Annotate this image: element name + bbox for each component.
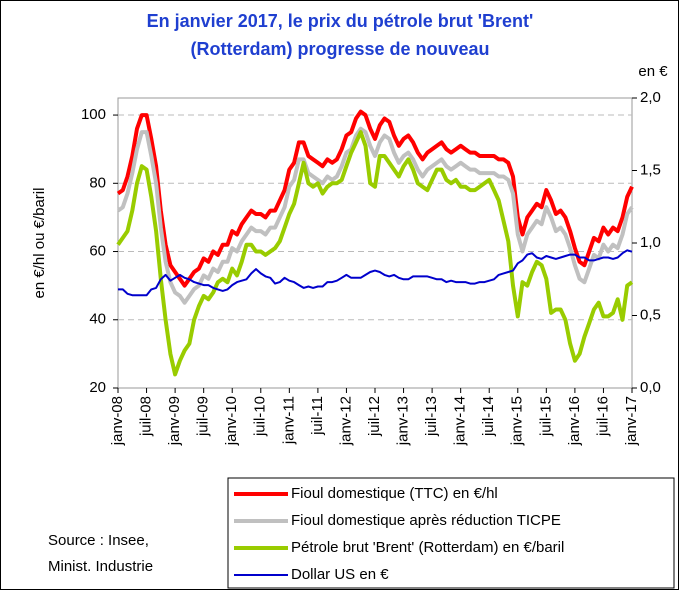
x-tick-label: juil-11 [309,396,326,436]
plot-area [117,97,633,389]
x-tick-label: janv-13 [395,396,412,446]
x-tick-label: juil-14 [480,396,497,437]
x-tick-label: juil-10 [252,396,269,437]
y-tick-label: 80 [89,174,106,191]
y2-tick-label: 0,5 [640,306,661,323]
series-line [116,126,634,305]
legend-label: Pétrole brut 'Brent' (Rotterdam) en €/ba… [291,539,564,556]
y2-tick-label: 1,5 [640,161,661,178]
source: Minist. Industrie [48,558,153,575]
x-tick-label: janv-08 [109,396,126,446]
x-tick-label: janv-14 [452,396,469,446]
x-tick-label: juil-12 [366,396,383,437]
y-tick-label: 100 [81,106,106,123]
y2-tick-label: 0,0 [640,379,661,396]
x-tick-label: janv-10 [223,396,240,446]
series-line [116,130,634,377]
x-tick-label: janv-15 [509,396,526,446]
series-line [116,109,634,288]
y-tick-label: 20 [89,379,106,396]
series-line [118,249,633,297]
x-tick-label: juil-08 [138,396,155,437]
y-tick-label: 60 [89,242,106,259]
x-tick-label: janv-11 [280,396,297,445]
x-tick-label: janv-17 [623,396,640,446]
x-tick-label: juil-09 [195,396,212,437]
x-tick-label: juil-13 [423,396,440,437]
x-tick-label: janv-09 [166,396,183,446]
y-axis-label: en €/hl ou €/baril [31,188,48,299]
legend-label: Dollar US en € [291,566,389,583]
x-tick-label: juil-15 [537,396,554,437]
x-tick-label: janv-12 [337,396,354,446]
y2-axis-label: en € [638,63,668,80]
legend-label: Fioul domestique après réduction TICPE [291,512,561,529]
legend-label: Fioul domestique (TTC) en €/hl [291,485,498,502]
chart-title: En janvier 2017, le prix du pétrole brut… [147,11,534,31]
y-tick-label: 40 [89,311,106,328]
legend [227,477,675,589]
x-tick-label: juil-16 [594,396,611,437]
y2-tick-label: 1,0 [640,234,661,251]
x-tick-label: janv-16 [566,396,583,446]
source: Source : Insee, [48,532,149,549]
chart-title: (Rotterdam) progresse de nouveau [190,39,489,59]
y2-tick-label: 2,0 [640,89,661,106]
